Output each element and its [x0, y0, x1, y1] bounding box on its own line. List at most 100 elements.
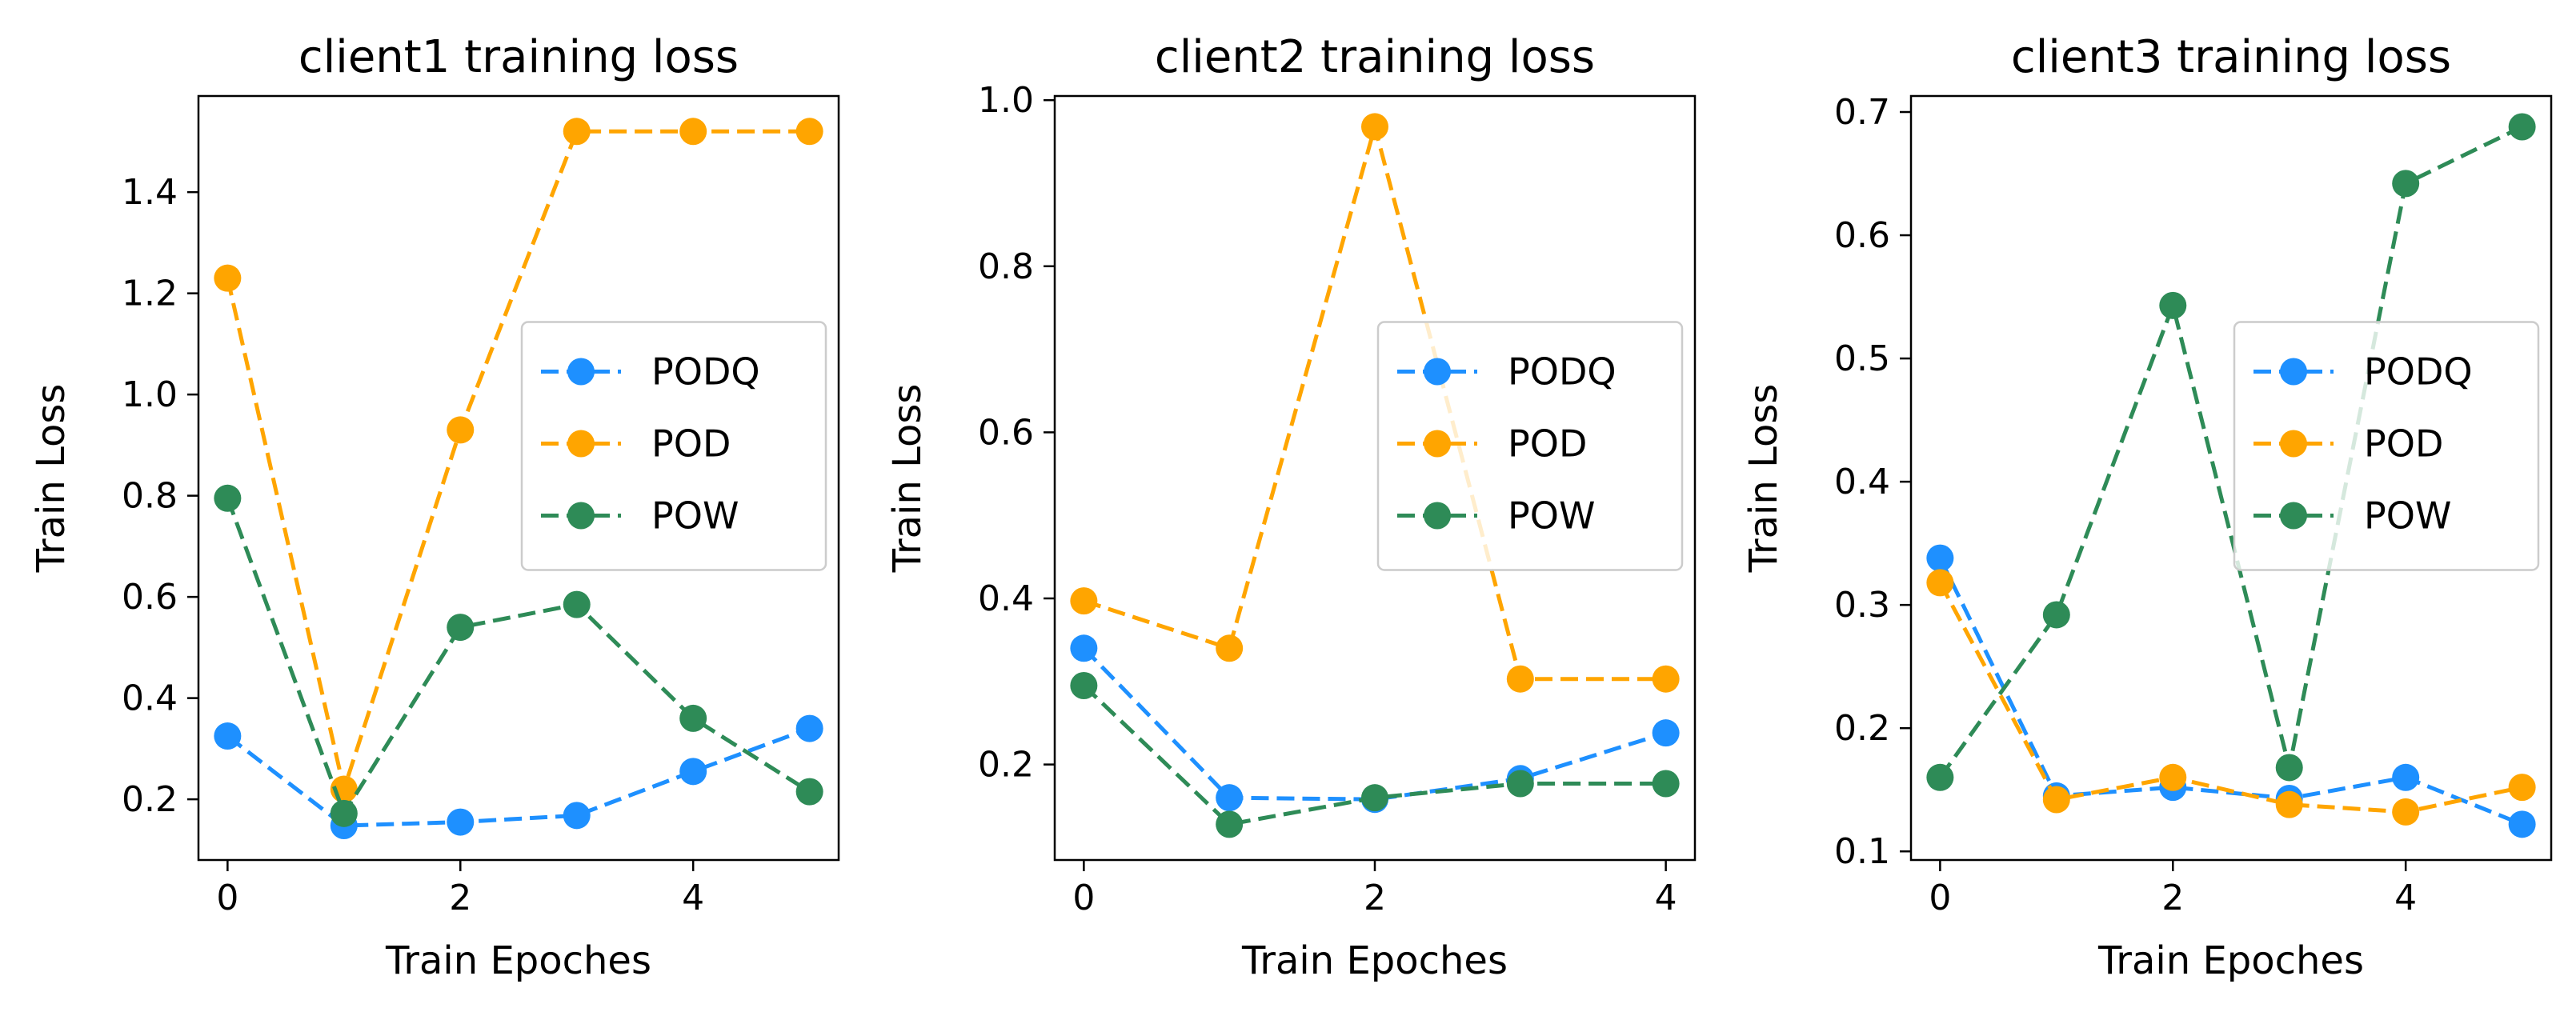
- legend-marker: [2280, 358, 2307, 386]
- x-tick-label: 2: [449, 878, 471, 918]
- data-point-pow: [2159, 291, 2187, 319]
- y-tick-label: 0.4: [978, 578, 1034, 619]
- data-point-pow: [1652, 770, 1680, 798]
- legend-entry-pow: POW: [1397, 494, 1595, 538]
- data-point-pod: [1070, 587, 1098, 615]
- y-tick-label: 0.4: [122, 678, 178, 719]
- data-point-podq: [1070, 634, 1098, 662]
- legend-label: POD: [1508, 422, 1587, 466]
- series-pow: [1926, 113, 2536, 791]
- data-point-pod: [214, 264, 242, 292]
- series-line-podq: [1082, 646, 1667, 802]
- data-point-podq: [2508, 810, 2536, 838]
- data-point-pod: [1926, 569, 1954, 597]
- x-axis-label: Train Epoches: [2097, 938, 2364, 983]
- chart-panel-3: client3 training loss 0 2 4 0.1 0.2 0.3 0.4 0.5 0…: [1741, 31, 2553, 983]
- data-point-pod: [1506, 665, 1534, 693]
- legend-entry-pod: POD: [541, 422, 731, 466]
- legend: PODQ POD POW: [1376, 321, 1684, 571]
- data-point-pod: [447, 416, 475, 444]
- legend-label: POW: [1508, 494, 1595, 538]
- data-point-podq: [1652, 719, 1680, 747]
- series-line-pow: [226, 497, 811, 816]
- legend-entry-podq: PODQ: [541, 350, 760, 394]
- data-point-pod: [795, 118, 823, 146]
- x-tick-label: 4: [682, 878, 704, 918]
- y-tick-label: 1.0: [978, 80, 1034, 121]
- data-point-podq: [1926, 544, 1954, 572]
- y-tick-label: 0.6: [1834, 215, 1890, 256]
- series-pow: [1070, 672, 1680, 838]
- chart-title: client1 training loss: [298, 31, 739, 83]
- legend-entry-pod: POD: [1397, 422, 1587, 466]
- legend-marker: [567, 502, 595, 530]
- y-axis-label: Train Loss: [1741, 384, 1786, 574]
- y-axis-label: Train Loss: [29, 384, 74, 574]
- legend-label: PODQ: [2364, 350, 2473, 394]
- y-tick-label: 0.8: [122, 476, 178, 517]
- series-line-podq: [1938, 557, 2523, 826]
- legend-marker: [1424, 502, 1451, 530]
- data-point-podq: [447, 808, 475, 836]
- legend-label: POD: [2364, 422, 2443, 466]
- legend-label: POW: [2364, 494, 2451, 538]
- legend-marker: [2280, 430, 2307, 458]
- data-point-pow: [795, 778, 823, 806]
- y-tick-label: 0.6: [122, 577, 178, 618]
- y-tick-label: 0.2: [122, 779, 178, 820]
- legend-entry-pow: POW: [541, 494, 739, 538]
- legend-marker: [1424, 430, 1451, 458]
- legend-label: PODQ: [1508, 350, 1617, 394]
- data-point-pod: [2275, 790, 2303, 818]
- chart-title: client3 training loss: [2011, 31, 2451, 83]
- legend-label: POD: [651, 422, 731, 466]
- series-pod: [1926, 569, 2536, 826]
- data-point-pow: [563, 590, 591, 618]
- x-tick-label: 2: [1364, 878, 1386, 918]
- legend-box: [2233, 321, 2540, 571]
- series-line-pod: [1938, 582, 2523, 814]
- y-tick-label: 0.2: [1834, 708, 1890, 749]
- data-point-podq: [679, 758, 707, 786]
- data-point-pod: [2508, 774, 2536, 802]
- legend-marker: [567, 358, 595, 386]
- legend-entry-pod: POD: [2253, 422, 2443, 466]
- y-tick-label: 0.5: [1834, 338, 1890, 379]
- series-pod: [214, 118, 823, 803]
- x-tick-label: 0: [216, 878, 238, 918]
- data-point-pow: [2392, 170, 2420, 198]
- data-point-podq: [2392, 763, 2420, 791]
- y-tick-label: 1.2: [122, 274, 178, 314]
- chart-panel-1: client1 training loss 0 2 4 0.2 0.4 0.6 0.8 1.0 1…: [29, 31, 840, 983]
- y-tick-label: 0.4: [1834, 462, 1890, 502]
- data-point-pow: [1926, 763, 1954, 791]
- data-point-pow: [2275, 754, 2303, 782]
- y-tick-label: 0.2: [978, 745, 1034, 786]
- data-point-pod: [1216, 634, 1244, 662]
- legend-entry-pow: POW: [2253, 494, 2451, 538]
- legend-label: POW: [651, 494, 739, 538]
- data-point-pow: [1361, 784, 1388, 812]
- data-point-pod: [2042, 786, 2070, 814]
- data-point-pow: [1506, 770, 1534, 798]
- legend-box: [1376, 321, 1684, 571]
- legend-entry-podq: PODQ: [2253, 350, 2473, 394]
- data-point-pow: [447, 614, 475, 642]
- data-point-pow: [330, 799, 358, 827]
- chart-panel-2: client2 training loss 0 2 4 0.2 0.4 0.6 0.8 1.0 T…: [885, 31, 1697, 983]
- x-tick-label: 0: [1929, 878, 1951, 918]
- data-point-podq: [214, 722, 242, 750]
- y-tick-label: 1.0: [122, 374, 178, 415]
- x-axis-label: Train Epoches: [385, 938, 651, 983]
- legend-box: [520, 321, 827, 571]
- y-axis-label: Train Loss: [885, 384, 930, 574]
- data-point-pow: [1070, 672, 1098, 700]
- x-tick-label: 0: [1072, 878, 1095, 918]
- legend-label: PODQ: [651, 350, 760, 394]
- series-pod: [1070, 113, 1680, 693]
- data-point-pow: [1216, 810, 1244, 838]
- y-tick-label: 0.6: [978, 412, 1034, 453]
- series-podq: [214, 714, 823, 839]
- data-point-podq: [795, 714, 823, 742]
